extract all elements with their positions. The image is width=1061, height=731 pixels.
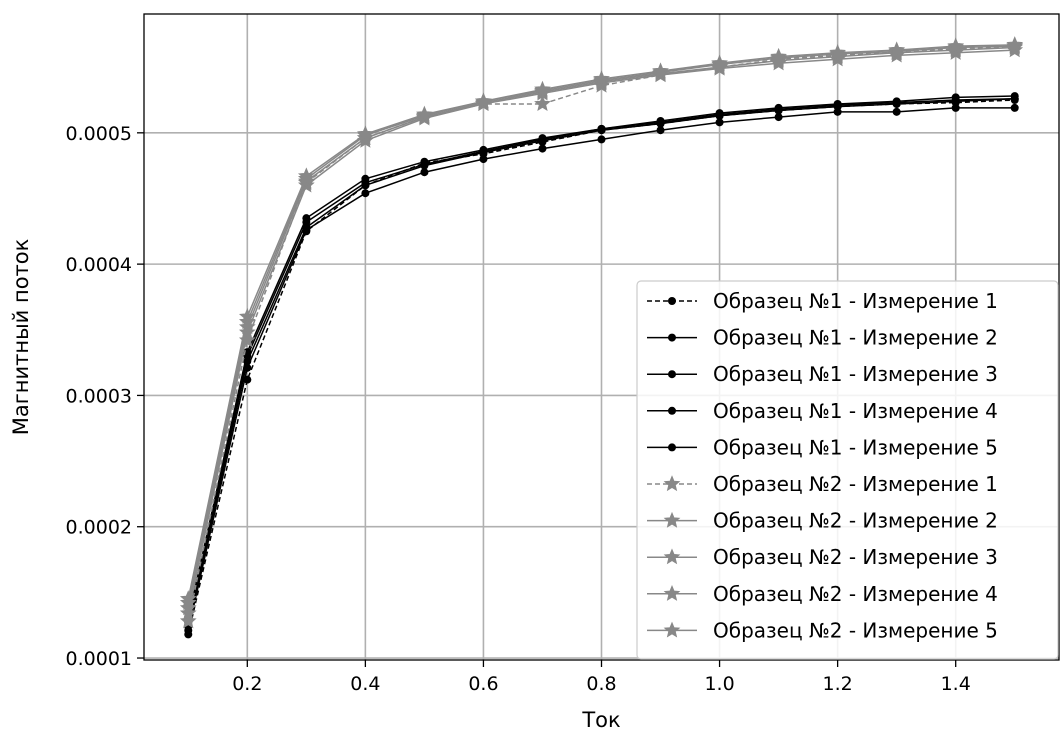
x-tick-label: 0.6 xyxy=(468,673,498,695)
series-layer xyxy=(179,36,1024,639)
legend-entry: Образец №2 - Измерение 5 xyxy=(647,618,998,642)
legend: Образец №1 - Измерение 1 Образец №1 - Изм… xyxy=(636,280,1059,660)
x-tick-label: 1.4 xyxy=(941,673,971,695)
data-point xyxy=(479,155,488,164)
legend-marker xyxy=(663,548,681,565)
data-point xyxy=(416,105,433,122)
data-point xyxy=(475,92,492,109)
legend-label: Образец №1 - Измерение 1 xyxy=(713,289,998,313)
legend-label: Образец №2 - Измерение 5 xyxy=(713,618,998,642)
legend-marker xyxy=(663,511,681,528)
legend-entry: Образец №1 - Измерение 3 xyxy=(647,362,998,386)
legend-entry: Образец №2 - Измерение 2 xyxy=(647,509,998,533)
data-point xyxy=(833,99,842,108)
legend-marker xyxy=(668,406,676,415)
data-point xyxy=(1006,36,1024,52)
data-point xyxy=(715,109,724,118)
data-point xyxy=(534,95,551,112)
data-point xyxy=(774,113,783,122)
legend-entry: Образец №1 - Измерение 2 xyxy=(647,326,998,350)
legend-marker xyxy=(663,475,681,492)
data-point xyxy=(538,134,547,143)
data-point xyxy=(656,126,665,135)
data-point xyxy=(656,117,665,126)
data-point xyxy=(243,348,252,357)
data-point xyxy=(361,189,370,198)
data-point xyxy=(951,103,960,112)
data-point xyxy=(297,167,315,184)
legend-marker xyxy=(663,621,681,638)
legend-label: Образец №2 - Измерение 3 xyxy=(713,545,998,569)
data-point xyxy=(770,47,787,64)
x-tick-label: 1.0 xyxy=(704,673,734,695)
data-point xyxy=(892,107,901,116)
data-point xyxy=(534,80,551,97)
data-point xyxy=(479,145,488,154)
legend-entry: Образец №2 - Измерение 4 xyxy=(647,582,998,606)
data-point xyxy=(420,168,429,177)
data-point xyxy=(179,599,197,616)
legend-label: Образец №2 - Измерение 4 xyxy=(713,582,998,606)
legend-label: Образец №1 - Измерение 4 xyxy=(713,399,998,423)
legend-marker xyxy=(663,585,681,601)
data-point xyxy=(179,604,197,621)
data-point xyxy=(597,135,606,144)
data-point xyxy=(361,174,370,183)
legend-marker xyxy=(668,370,676,379)
x-axis: 0.2 0.4 0.6 0.8 1.0 1.2 1.4 xyxy=(232,660,971,695)
data-point xyxy=(829,43,846,60)
y-axis-label: Магнитный поток xyxy=(9,239,33,436)
x-axis-label: Ток xyxy=(581,708,620,731)
data-point xyxy=(652,62,669,79)
legend-entry: Образец №1 - Измерение 5 xyxy=(647,435,998,459)
legend-label: Образец №2 - Измерение 1 xyxy=(713,472,998,496)
y-tick-label: 0.0002 xyxy=(66,517,132,539)
legend-marker xyxy=(668,297,676,305)
data-point xyxy=(238,313,256,330)
data-point xyxy=(1010,103,1019,112)
data-point xyxy=(238,307,256,324)
data-point xyxy=(715,118,724,127)
data-point xyxy=(238,318,256,335)
legend-label: Образец №2 - Измерение 2 xyxy=(713,509,998,533)
data-point xyxy=(711,54,728,71)
data-point xyxy=(951,93,960,102)
data-point xyxy=(179,612,197,629)
legend-marker xyxy=(668,333,676,342)
legend-entry: Образец №1 - Измерение 1 xyxy=(647,289,998,313)
data-point xyxy=(947,37,965,54)
y-axis: 0.0001 0.0002 0.0003 0.0004 0.0005 xyxy=(66,123,144,670)
y-tick-label: 0.0005 xyxy=(66,123,132,145)
data-point xyxy=(538,144,547,153)
y-tick-label: 0.0001 xyxy=(66,648,132,670)
legend-box xyxy=(636,280,1059,660)
legend-label: Образец №1 - Измерение 2 xyxy=(713,326,998,350)
legend-marker xyxy=(668,443,676,452)
y-tick-label: 0.0003 xyxy=(66,385,132,407)
legend-label: Образец №1 - Измерение 3 xyxy=(713,362,998,386)
data-point xyxy=(302,214,311,223)
series-10 xyxy=(179,36,1024,607)
x-tick-label: 1.2 xyxy=(823,673,853,695)
legend-label: Образец №1 - Измерение 5 xyxy=(713,435,998,459)
data-point xyxy=(1010,92,1019,101)
legend-entry: Образец №1 - Измерение 4 xyxy=(647,399,998,423)
series-5 xyxy=(184,92,1019,623)
x-tick-label: 0.2 xyxy=(232,673,262,695)
legend-entry: Образец №2 - Измерение 3 xyxy=(647,545,998,569)
data-point xyxy=(597,124,606,133)
data-point xyxy=(888,41,906,58)
series-2 xyxy=(184,103,1019,635)
data-point xyxy=(420,157,429,166)
data-point xyxy=(593,70,610,87)
data-point xyxy=(892,97,901,106)
data-point xyxy=(357,125,374,142)
x-tick-label: 0.8 xyxy=(586,673,616,695)
data-point xyxy=(774,103,783,112)
y-tick-label: 0.0004 xyxy=(66,254,132,276)
legend-entry: Образец №2 - Измерение 1 xyxy=(647,472,998,496)
x-tick-label: 0.4 xyxy=(350,673,380,695)
data-point xyxy=(179,590,197,607)
